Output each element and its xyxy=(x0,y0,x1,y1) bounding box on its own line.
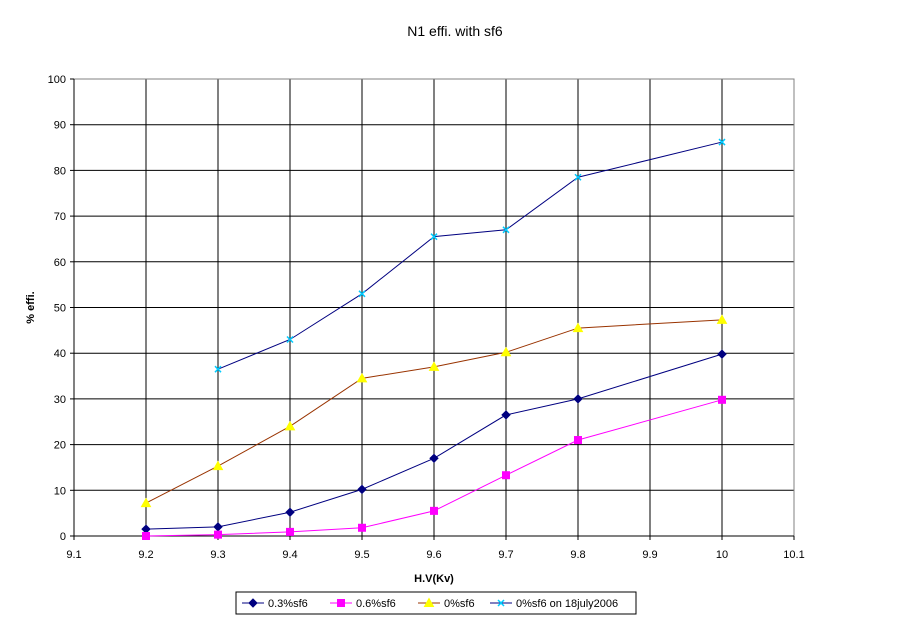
series-4 xyxy=(214,138,726,373)
x-tick-label: 9.8 xyxy=(570,549,585,561)
legend-label: 0%sf6 on 18july2006 xyxy=(516,598,618,610)
axes: 0 10 20 30 40 50 60 70 80 90 100 9.1 9.2 9.3 9.4 9.5 9.6… xyxy=(48,74,805,561)
x-axis-label: H.V(Kv) xyxy=(414,573,454,585)
legend-item-1: 0.3%sf6 xyxy=(242,598,308,610)
data-point xyxy=(717,349,727,359)
legend-item-4: 0%sf6 on 18july2006 xyxy=(490,598,618,610)
y-tick-label: 10 xyxy=(54,485,66,497)
y-tick-label: 60 xyxy=(54,257,66,269)
data-point xyxy=(212,460,224,471)
series-3 xyxy=(140,314,728,508)
data-point xyxy=(284,420,296,431)
data-point xyxy=(285,507,295,517)
data-point xyxy=(574,436,582,445)
data-point xyxy=(574,173,582,181)
data-point xyxy=(573,394,583,404)
x-tick-label: 9.6 xyxy=(426,549,441,561)
x-tick-label: 9.4 xyxy=(282,549,297,561)
data-point xyxy=(429,453,439,464)
legend-label: 0%sf6 xyxy=(444,598,475,610)
data-point xyxy=(500,346,512,357)
y-tick-label: 0 xyxy=(60,531,66,543)
data-point xyxy=(716,314,728,324)
x-tick-label: 9.2 xyxy=(138,549,153,561)
x-tick-label: 9.3 xyxy=(210,549,225,561)
data-point xyxy=(358,290,366,298)
data-point xyxy=(356,372,368,383)
legend-item-3: 0%sf6 xyxy=(418,597,475,610)
chart-title: N1 effi. with sf6 xyxy=(407,23,503,39)
y-tick-label: 20 xyxy=(54,440,66,452)
data-point xyxy=(718,138,726,146)
series-line xyxy=(145,353,723,530)
data-point xyxy=(430,233,438,241)
y-tick-label: 30 xyxy=(54,394,66,406)
data-point xyxy=(428,361,440,371)
x-tick-label: 9.1 xyxy=(66,549,81,561)
data-point xyxy=(140,497,152,508)
legend-item-2: 0.6%sf6 xyxy=(330,598,396,610)
y-tick-label: 70 xyxy=(54,211,66,223)
data-point xyxy=(430,506,438,515)
series-line xyxy=(145,399,723,537)
series-layer xyxy=(140,138,728,540)
y-tick-label: 80 xyxy=(54,165,66,177)
legend: 0.3%sf6 0.6%sf6 0%sf6 0%sf6 on 18july2006 xyxy=(235,591,637,615)
data-point xyxy=(214,365,222,373)
data-point xyxy=(214,530,222,539)
x-tick-label: 10 xyxy=(716,549,728,561)
data-point xyxy=(358,523,366,532)
x-tick-label: 9.7 xyxy=(498,549,513,561)
x-tick-label: 10.1 xyxy=(783,549,804,561)
series-1 xyxy=(141,349,727,534)
data-point xyxy=(718,395,726,404)
data-point xyxy=(286,527,294,536)
data-point xyxy=(502,471,510,480)
y-tick-label: 50 xyxy=(54,303,66,315)
x-tick-label: 9.5 xyxy=(354,549,369,561)
x-tick-label: 9.9 xyxy=(642,549,657,561)
data-point xyxy=(357,484,367,495)
legend-marker xyxy=(497,599,505,607)
data-point xyxy=(501,410,511,420)
y-axis-label: % effi. xyxy=(25,291,37,323)
data-point xyxy=(572,322,584,333)
y-tick-label: 90 xyxy=(54,120,66,132)
legend-label: 0.3%sf6 xyxy=(268,598,308,610)
series-line xyxy=(145,319,723,504)
legend-marker xyxy=(248,598,258,608)
series-2 xyxy=(142,395,726,540)
data-point xyxy=(502,226,510,234)
y-tick-label: 100 xyxy=(48,74,66,86)
y-tick-label: 40 xyxy=(54,348,66,360)
legend-label: 0.6%sf6 xyxy=(356,598,396,610)
data-point xyxy=(286,335,294,344)
legend-marker xyxy=(423,597,435,607)
legend-marker xyxy=(337,599,345,607)
data-point xyxy=(142,532,150,540)
